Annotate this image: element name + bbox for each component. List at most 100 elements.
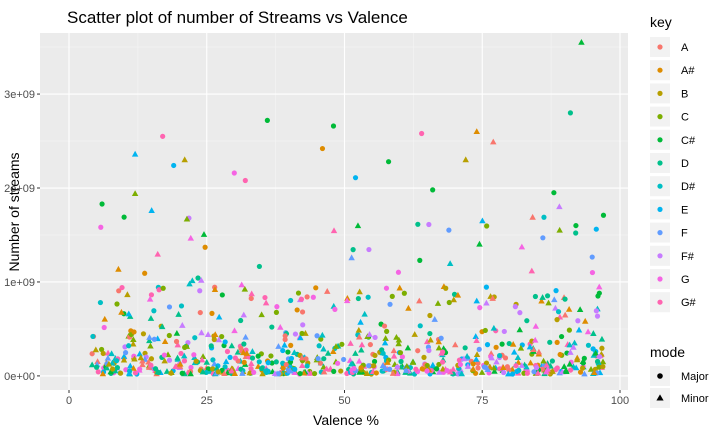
- data-point-major: [241, 359, 247, 365]
- data-point-minor: [478, 369, 486, 375]
- data-point-minor: [390, 352, 398, 359]
- data-point-minor: [199, 368, 207, 375]
- data-point-minor: [181, 156, 188, 163]
- x-tick-label: 50: [338, 395, 350, 407]
- data-point-minor: [534, 369, 542, 376]
- data-point-major: [371, 363, 377, 369]
- data-point-major: [151, 336, 157, 342]
- data-point-minor: [324, 349, 332, 356]
- data-point-minor: [222, 358, 230, 365]
- data-point-major: [99, 201, 105, 207]
- grid-lines: [40, 33, 628, 390]
- data-point-major: [248, 295, 254, 302]
- legend-label: C#: [681, 135, 696, 147]
- data-point-major: [294, 307, 300, 313]
- legend-label: F#: [681, 251, 695, 263]
- data-point-minor: [179, 322, 186, 328]
- data-point-major: [315, 356, 321, 362]
- data-point-minor: [450, 296, 457, 303]
- data-point-minor: [434, 300, 442, 306]
- data-point-major: [256, 359, 262, 365]
- legend-shape-minor: [656, 394, 664, 401]
- data-point-major: [131, 329, 137, 335]
- data-point-major: [497, 366, 503, 372]
- data-point-major: [100, 350, 106, 357]
- data-point-major: [292, 366, 298, 372]
- data-point-minor: [500, 364, 507, 371]
- data-point-major: [555, 309, 562, 315]
- y-tick-label: 1e+09: [4, 277, 35, 289]
- data-point-major: [268, 353, 274, 359]
- y-tick-label: 3e+09: [4, 89, 35, 101]
- data-point-minor: [596, 283, 603, 290]
- data-point-major: [600, 212, 607, 218]
- data-point-major: [482, 327, 488, 334]
- data-point-minor: [529, 213, 536, 220]
- legend-swatch: [657, 67, 663, 73]
- data-point-minor: [538, 297, 545, 304]
- data-point-minor: [479, 217, 486, 224]
- data-point-minor: [348, 254, 355, 261]
- data-point-major: [554, 339, 560, 346]
- data-point-major: [436, 361, 442, 368]
- data-point-major: [600, 364, 606, 370]
- data-point-minor: [139, 357, 146, 364]
- shape-legend-title: mode: [650, 344, 685, 360]
- data-point-major: [351, 365, 357, 372]
- data-point-minor: [234, 348, 242, 355]
- data-point-minor: [343, 297, 351, 304]
- data-point-major: [132, 370, 139, 376]
- data-point-minor: [241, 285, 249, 292]
- data-point-major: [222, 339, 228, 345]
- data-point-minor: [297, 334, 304, 341]
- data-point-major: [202, 244, 208, 250]
- data-point-major: [541, 214, 547, 220]
- data-point-major: [160, 133, 166, 139]
- data-point-minor: [262, 299, 270, 306]
- data-point-minor: [101, 315, 108, 322]
- data-point-major: [227, 354, 233, 360]
- data-point-minor: [180, 352, 188, 359]
- data-point-major: [384, 328, 390, 334]
- data-point-minor: [344, 294, 351, 301]
- data-point-minor: [249, 348, 256, 354]
- data-point-minor: [598, 335, 606, 342]
- data-point-minor: [566, 360, 573, 367]
- data-point-major: [593, 308, 599, 314]
- data-point-major: [282, 336, 288, 343]
- data-point-minor: [490, 324, 498, 331]
- data-point-major: [365, 294, 371, 300]
- data-point-major: [292, 331, 299, 337]
- data-point-major: [173, 338, 180, 345]
- data-point-major: [251, 369, 257, 376]
- data-point-minor: [147, 342, 154, 349]
- data-point-major: [513, 363, 519, 369]
- legend-label: D#: [681, 181, 696, 193]
- data-point-minor: [242, 333, 249, 340]
- data-point-minor: [530, 346, 537, 353]
- data-point-major: [417, 323, 423, 329]
- data-point-minor: [137, 354, 145, 361]
- data-point-major: [483, 360, 490, 366]
- data-point-minor: [355, 326, 363, 333]
- legend-swatch: [657, 183, 663, 189]
- data-point-major: [321, 356, 327, 362]
- data-point-major: [178, 303, 185, 309]
- data-point-minor: [161, 357, 168, 364]
- legend-swatch: [657, 160, 663, 166]
- data-point-major: [567, 367, 574, 373]
- data-point-minor: [404, 344, 412, 351]
- data-point-major: [288, 342, 294, 348]
- data-point-major: [148, 362, 154, 368]
- data-point-major: [593, 226, 599, 232]
- legend-label: C: [681, 112, 689, 124]
- data-point-minor: [462, 156, 469, 163]
- data-point-minor: [545, 299, 552, 306]
- data-point-major: [238, 317, 244, 324]
- data-point-major: [553, 288, 559, 294]
- y-axis-title: Number of streams: [6, 152, 22, 271]
- data-point-minor: [291, 349, 298, 356]
- data-point-major: [166, 357, 173, 363]
- data-point-minor: [505, 370, 512, 377]
